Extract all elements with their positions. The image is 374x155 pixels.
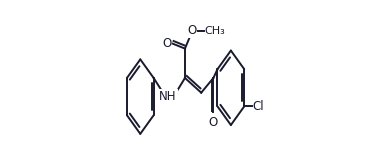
- Text: CH₃: CH₃: [205, 26, 225, 36]
- Text: NH: NH: [159, 90, 177, 103]
- Text: Cl: Cl: [252, 100, 264, 113]
- Text: O: O: [163, 37, 172, 50]
- Text: O: O: [209, 116, 218, 129]
- Text: O: O: [188, 24, 197, 38]
